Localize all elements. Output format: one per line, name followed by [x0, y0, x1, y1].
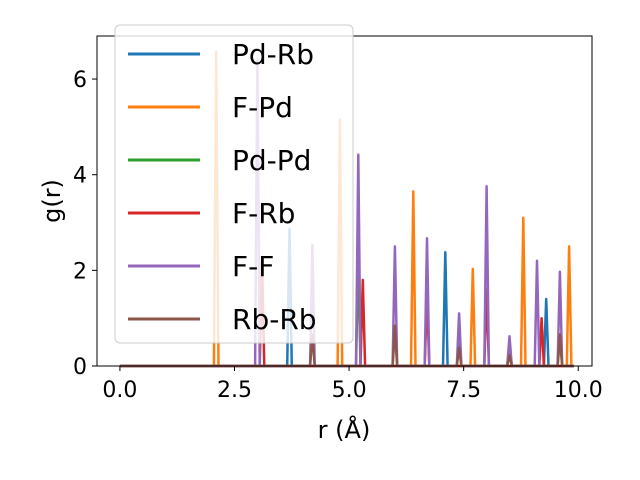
x-tick-label: 10.0 — [554, 378, 603, 403]
x-axis-label: r (Å) — [318, 415, 371, 444]
y-axis-label: g(r) — [38, 179, 66, 223]
x-tick-label: 7.5 — [446, 378, 481, 403]
series-line-rb-rb — [119, 324, 574, 368]
x-tick-label: 2.5 — [217, 378, 252, 403]
legend-label: Rb-Rb — [232, 303, 317, 336]
legend-label: Pd-Pd — [232, 144, 311, 177]
y-tick-label: 6 — [73, 68, 87, 93]
legend-label: F-F — [232, 250, 274, 283]
x-tick-label: 5.0 — [332, 378, 367, 403]
y-tick-label: 4 — [73, 164, 87, 189]
legend: Pd-Rb F-Pd Pd-Pd F-Rb F-F Rb-Rb — [114, 24, 354, 344]
legend-label: F-Rb — [232, 197, 295, 230]
legend-label: Pd-Rb — [232, 38, 314, 71]
x-tick-label: 0.0 — [102, 378, 137, 403]
legend-box — [114, 24, 354, 344]
y-axis-ticks: 0 2 4 6 — [73, 68, 97, 380]
legend-label: F-Pd — [232, 91, 293, 124]
x-axis-ticks: 0.0 2.5 5.0 7.5 10.0 — [102, 366, 603, 403]
y-tick-label: 2 — [73, 259, 87, 284]
y-tick-label: 0 — [73, 355, 87, 380]
